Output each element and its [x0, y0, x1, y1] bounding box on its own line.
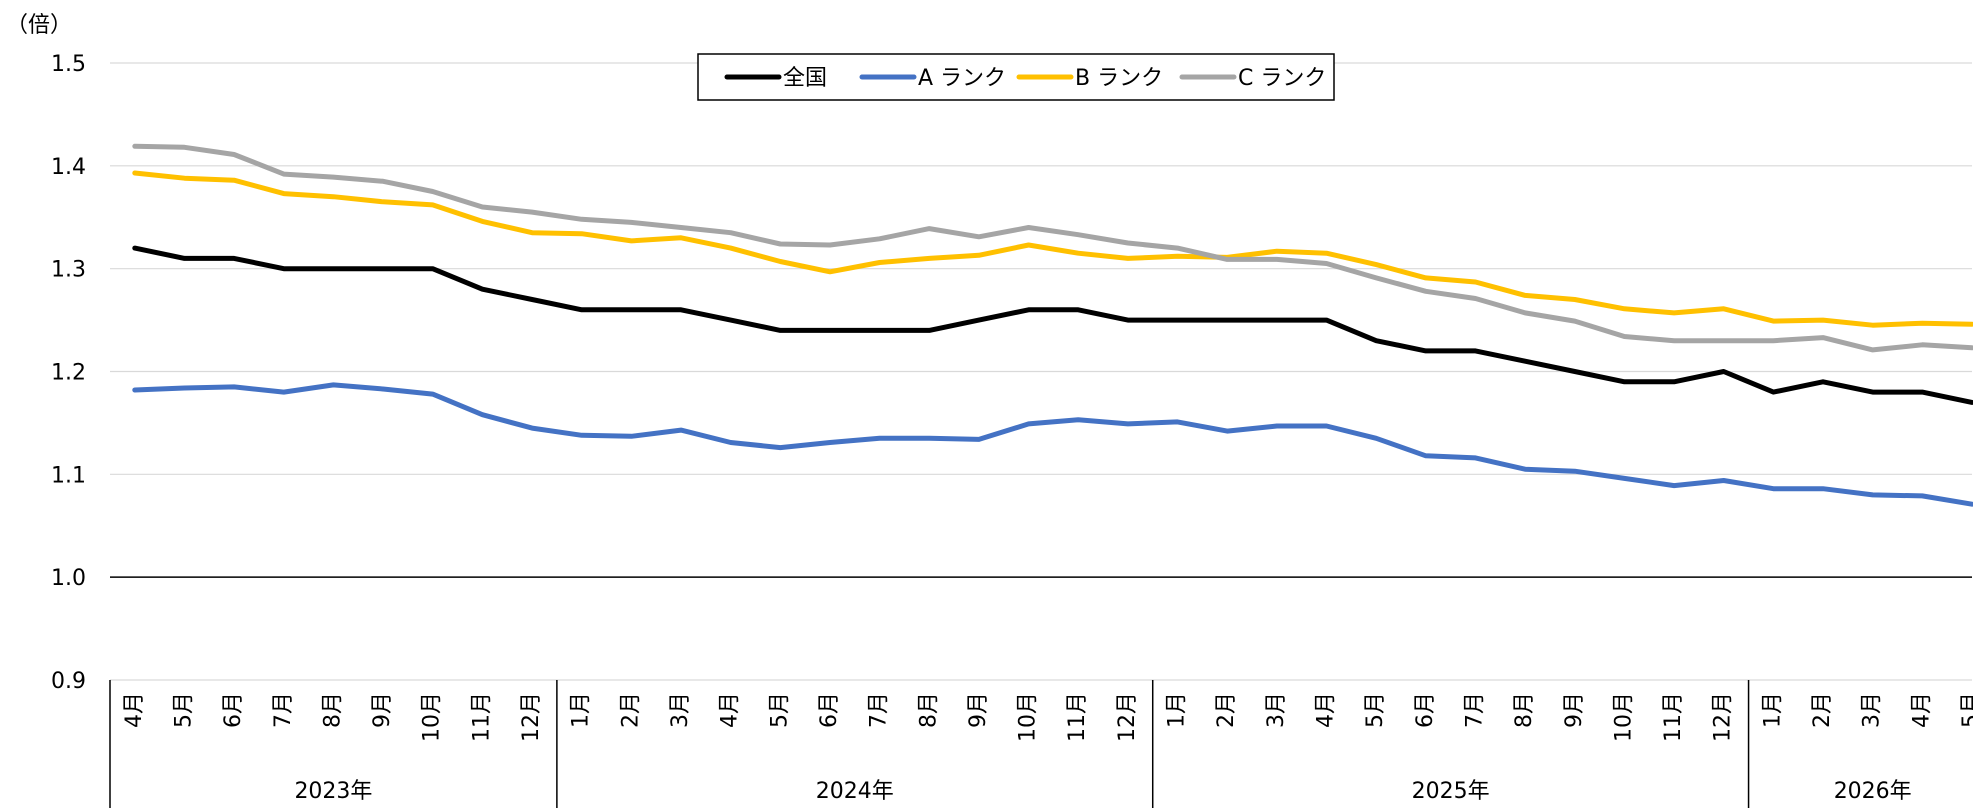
x-tick-label-month: 12月 — [1115, 692, 1140, 742]
series-line-1 — [132, 382, 1973, 507]
y-tick-label: 1.1 — [51, 463, 86, 488]
x-tick-label-month: 7月 — [271, 692, 296, 728]
x-tick-label-month: 5月 — [171, 692, 196, 728]
x-tick-label-month: 11月 — [1661, 692, 1686, 742]
x-tick-label-month: 7月 — [1462, 692, 1487, 728]
x-tick-label-month: 2月 — [1810, 692, 1835, 728]
x-tick-label-month: 9月 — [966, 692, 991, 728]
x-tick-label-month: 3月 — [668, 692, 693, 728]
x-tick-label-month: 9月 — [370, 692, 395, 728]
y-tick-label: 1.0 — [51, 566, 86, 591]
x-tick-label-month: 3月 — [1264, 692, 1289, 728]
series-line-2 — [132, 170, 1973, 328]
x-tick-label-month: 12月 — [1711, 692, 1736, 742]
y-unit-label: （倍） — [6, 13, 72, 38]
x-tick-label-month: 5月 — [1363, 692, 1388, 728]
series-line-3 — [132, 143, 1973, 353]
x-tick-label-month: 6月 — [817, 692, 842, 728]
x-tick-label-month: 1月 — [1165, 692, 1190, 728]
y-tick-label: 1.5 — [51, 52, 86, 77]
x-tick-label-month: 3月 — [1860, 692, 1885, 728]
legend: 全国 A ランク B ランク C ランク — [697, 53, 1335, 101]
x-tick-label-month: 11月 — [469, 692, 494, 742]
x-tick-label-month: 4月 — [718, 692, 743, 728]
x-tick-label-month: 8月 — [1512, 692, 1537, 728]
x-tick-label-month: 6月 — [1413, 692, 1438, 728]
x-tick-label-month: 9月 — [1562, 692, 1587, 728]
x-tick-label-year: 2025年 — [1412, 779, 1490, 804]
x-tick-label-month: 4月 — [1909, 692, 1934, 728]
y-tick-label: 1.3 — [51, 258, 86, 283]
legend-label-3: C ランク — [1238, 66, 1326, 91]
x-tick-label-year: 2024年 — [816, 779, 894, 804]
x-tick-label-month: 1月 — [1760, 692, 1785, 728]
x-tick-label-month: 10月 — [1016, 692, 1041, 742]
x-tick-label-month: 8月 — [916, 692, 941, 728]
x-tick-label-month: 7月 — [867, 692, 892, 728]
x-tick-label-month: 2月 — [1214, 692, 1239, 728]
x-tick-label-month: 12月 — [519, 692, 544, 742]
x-tick-label-month: 2月 — [618, 692, 643, 728]
legend-label-1: A ランク — [918, 66, 1006, 91]
x-tick-label-month: 4月 — [122, 692, 147, 728]
x-tick-label-month: 10月 — [420, 692, 445, 742]
x-tick-label-month: 5月 — [767, 692, 792, 728]
x-tick-label-year: 2026年 — [1834, 779, 1912, 804]
x-tick-label-month: 1月 — [569, 692, 594, 728]
y-tick-label: 1.4 — [51, 155, 86, 180]
legend-label-0: 全国 — [783, 66, 827, 91]
x-tick-label-month: 10月 — [1611, 692, 1636, 742]
y-tick-label: 1.2 — [51, 361, 86, 386]
x-tick-label-month: 5月 — [1959, 692, 1973, 728]
series-line-0 — [132, 245, 1973, 405]
x-tick-label-month: 4月 — [1314, 692, 1339, 728]
legend-label-2: B ランク — [1075, 66, 1163, 91]
y-tick-label: 0.9 — [51, 669, 86, 694]
x-tick-label-month: 11月 — [1065, 692, 1090, 742]
x-tick-label-month: 6月 — [221, 692, 246, 728]
x-tick-label-year: 2023年 — [294, 779, 372, 804]
x-tick-label-month: 8月 — [320, 692, 345, 728]
